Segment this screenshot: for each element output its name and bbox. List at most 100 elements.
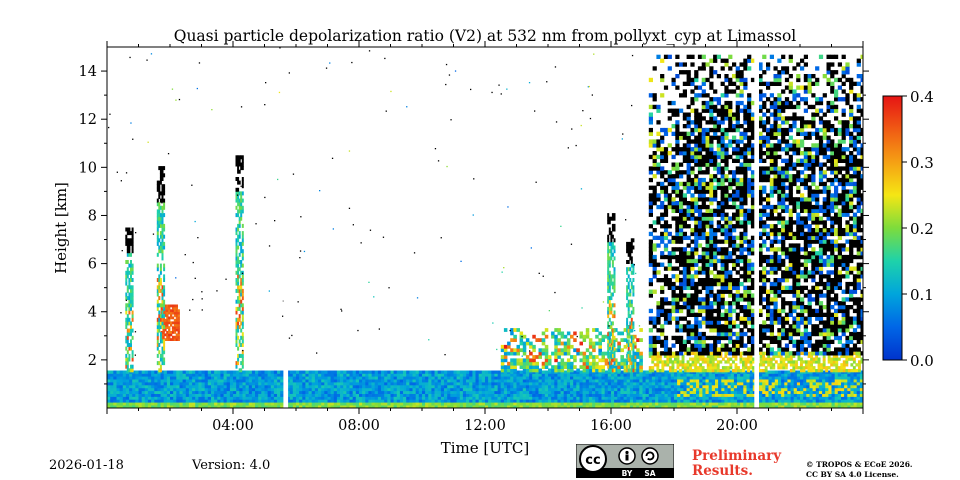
boundary-layer-cell bbox=[759, 376, 763, 380]
residual-layer-cell bbox=[585, 348, 590, 353]
boundary-layer-cell bbox=[324, 382, 328, 386]
evening-aerosol-cell bbox=[706, 357, 710, 361]
high-cloud-region-cell bbox=[675, 335, 680, 341]
boundary-layer-cell bbox=[689, 373, 694, 377]
boundary-layer-cell bbox=[267, 373, 272, 377]
high-cloud-region-cell bbox=[716, 212, 721, 217]
high-cloud-region-cell bbox=[682, 201, 687, 206]
high-cloud-region-cell bbox=[697, 189, 703, 194]
boundary-layer-cell bbox=[850, 382, 854, 386]
boundary-layer-cell bbox=[170, 382, 174, 386]
evening-aerosol-cell bbox=[684, 351, 687, 355]
boundary-layer-cell bbox=[261, 399, 265, 403]
evening-aerosol-cell bbox=[822, 360, 826, 364]
high-cloud-region-cell bbox=[697, 324, 703, 329]
boundary-layer-cell bbox=[607, 390, 612, 394]
boundary-layer-cell bbox=[129, 402, 133, 406]
boundary-layer-cell bbox=[497, 379, 502, 383]
boundary-layer-cell bbox=[645, 399, 650, 403]
boundary-layer-cell bbox=[327, 384, 332, 389]
high-cloud-region-cell bbox=[694, 135, 699, 140]
boundary-layer-cell bbox=[680, 376, 684, 380]
boundary-layer-cell bbox=[147, 379, 152, 383]
boundary-layer-cell bbox=[548, 393, 552, 397]
evening-aerosol-cell bbox=[789, 354, 793, 358]
boundary-layer-cell bbox=[566, 379, 571, 383]
boundary-layer-cell bbox=[803, 399, 807, 403]
high-cloud-region-cell bbox=[686, 162, 691, 167]
high-cloud-region-cell bbox=[713, 97, 718, 102]
high-cloud-region-cell bbox=[720, 312, 725, 317]
boundary-layer-cell bbox=[107, 396, 111, 400]
high-cloud-region-cell bbox=[686, 189, 691, 194]
high-cloud-region-cell bbox=[724, 166, 729, 171]
boundary-layer-cell bbox=[617, 384, 621, 389]
boundary-layer-cell bbox=[280, 405, 284, 408]
high-cloud-region-cell bbox=[694, 139, 699, 144]
high-cloud-region-cell bbox=[675, 254, 680, 260]
boundary-layer-cell bbox=[229, 390, 234, 394]
high-cloud-region-cell bbox=[660, 166, 665, 171]
high-cloud-region-cell bbox=[709, 100, 714, 106]
high-cloud-region-cell bbox=[728, 154, 733, 160]
residual-layer-cell bbox=[573, 338, 577, 342]
boundary-layer-cell bbox=[110, 402, 114, 406]
boundary-layer-cell bbox=[204, 399, 209, 403]
evening-aerosol-cell bbox=[724, 360, 728, 364]
boundary-layer-cell bbox=[428, 373, 432, 377]
high-cloud-region-cell bbox=[679, 239, 684, 244]
boundary-layer-cell bbox=[211, 373, 215, 377]
boundary-layer-cell bbox=[475, 370, 479, 374]
evening-aerosol-cell bbox=[656, 357, 660, 361]
boundary-layer-cell bbox=[188, 387, 193, 392]
boundary-layer-cell bbox=[469, 387, 473, 392]
evening-aerosol-cell bbox=[820, 363, 824, 367]
high-cloud-region-cell bbox=[671, 274, 676, 279]
boundary-layer-cell bbox=[579, 379, 583, 383]
boundary-layer-cell bbox=[844, 387, 848, 392]
boundary-layer-cell bbox=[223, 373, 228, 377]
evening-aerosol-cell bbox=[817, 360, 821, 364]
evening-aerosol-cell bbox=[669, 360, 672, 364]
boundary-layer-cell bbox=[236, 376, 240, 380]
residual-layer-cell bbox=[532, 348, 536, 353]
boundary-layer-cell bbox=[856, 384, 861, 389]
boundary-layer-cell bbox=[324, 393, 328, 397]
boundary-layer-cell bbox=[582, 379, 587, 383]
boundary-layer-cell bbox=[207, 387, 212, 392]
evening-aerosol-cell bbox=[679, 363, 682, 367]
high-cloud-region-cell bbox=[716, 331, 721, 337]
boundary-layer-cell bbox=[661, 376, 665, 380]
boundary-layer-cell bbox=[800, 379, 804, 383]
evening-aerosol-cell bbox=[759, 363, 763, 367]
high-cloud-region-cell bbox=[682, 266, 687, 271]
residual-layer-cell bbox=[500, 361, 505, 366]
evening-aerosol-cell bbox=[696, 357, 700, 361]
boundary-layer-cell bbox=[636, 376, 640, 380]
high-cloud-region-cell bbox=[720, 289, 725, 294]
high-cloud-region-cell bbox=[720, 108, 725, 113]
boundary-layer-cell bbox=[273, 379, 278, 383]
boundary-layer-cell bbox=[525, 405, 530, 408]
high-cloud-region-cell bbox=[716, 112, 721, 117]
boundary-layer-cell bbox=[491, 390, 495, 394]
boundary-layer-cell bbox=[179, 396, 183, 400]
boundary-layer-cell bbox=[519, 379, 524, 383]
boundary-layer-cell bbox=[207, 390, 212, 394]
evening-aerosol-cell bbox=[747, 366, 750, 370]
boundary-layer-cell bbox=[815, 399, 820, 403]
boundary-layer-cell bbox=[733, 405, 738, 408]
residual-layer-cell bbox=[633, 361, 637, 366]
boundary-layer-cell bbox=[393, 387, 398, 392]
boundary-layer-cell bbox=[359, 390, 363, 394]
boundary-layer-cell bbox=[393, 393, 398, 397]
boundary-layer-cell bbox=[362, 384, 366, 389]
evening-aerosol-cell bbox=[716, 366, 720, 370]
boundary-layer-cell bbox=[396, 373, 401, 377]
boundary-layer-cell bbox=[132, 393, 136, 397]
boundary-layer-cell bbox=[557, 376, 561, 380]
evening-aerosol-cell bbox=[711, 366, 715, 370]
boundary-layer-cell bbox=[296, 402, 300, 406]
boundary-layer-cell bbox=[226, 405, 231, 408]
high-cloud-region-cell bbox=[713, 193, 718, 198]
